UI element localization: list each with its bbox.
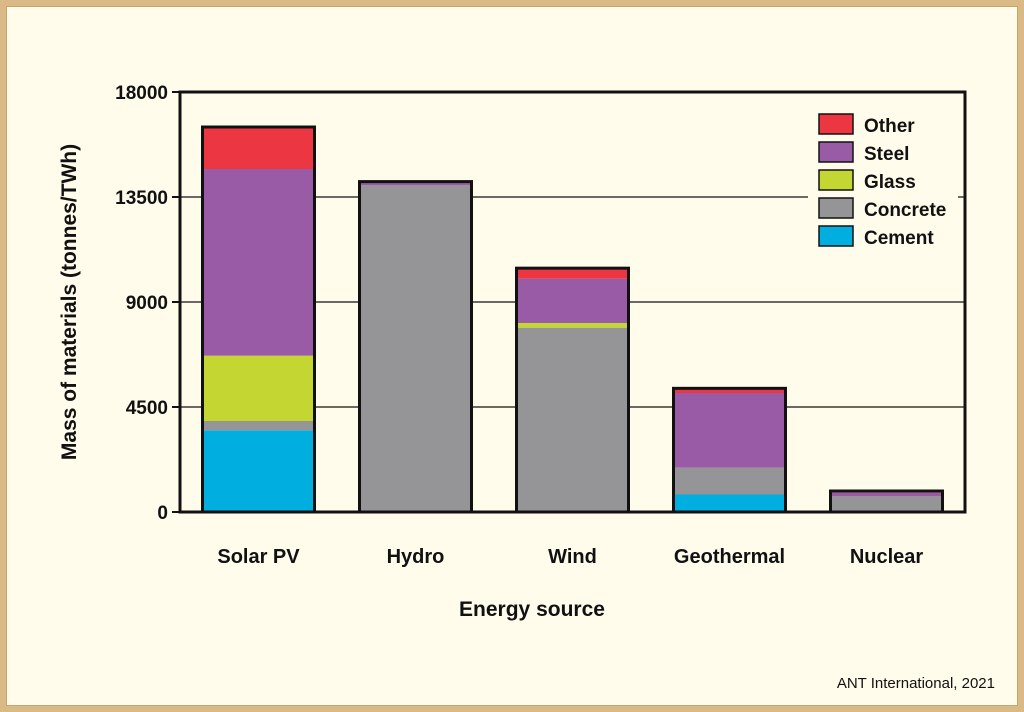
bar-segment-wind-other (516, 268, 629, 279)
y-axis-ticks: 0 4500 9000 13500 18000 (115, 83, 180, 524)
legend-swatch-steel (818, 141, 854, 163)
legend-swatch-concrete (818, 197, 854, 219)
y-axis-title: Mass of materials (tonnes/TWh) (58, 144, 81, 460)
bar-wind (515, 266, 630, 514)
bar-segment-wind-glass (516, 323, 629, 328)
bar-segment-solar-pv-cement (202, 430, 315, 512)
bar-segment-hydro-concrete (359, 185, 472, 513)
x-category-label: Hydro (387, 546, 445, 568)
legend-swatch-glass (818, 169, 854, 191)
bar-solar-pv (201, 125, 316, 514)
y-tick-label: 0 (157, 503, 168, 524)
y-tick-label: 13500 (115, 188, 168, 209)
source-credit: ANT International, 2021 (837, 675, 995, 692)
bar-segment-solar-pv-other (202, 127, 315, 169)
x-axis-title: Energy source (459, 598, 605, 621)
y-tick-label: 18000 (115, 83, 168, 104)
x-axis-categories: Solar PV Hydro Wind Geothermal Nuclear (217, 546, 923, 568)
legend-label-glass: Glass (864, 172, 916, 193)
bar-nuclear (829, 489, 944, 514)
bars (201, 125, 944, 514)
legend-swatch-cement (818, 225, 854, 247)
x-category-label: Wind (548, 546, 597, 568)
bar-segment-geothermal-other (673, 388, 786, 393)
y-tick-label: 4500 (126, 398, 168, 419)
bar-geothermal (672, 386, 787, 514)
bar-segment-nuclear-concrete (830, 496, 943, 512)
bar-segment-geothermal-steel (673, 393, 786, 468)
legend-label-steel: Steel (864, 144, 909, 165)
bar-segment-nuclear-steel (830, 492, 943, 497)
y-tick-label: 9000 (126, 293, 168, 314)
legend: Other Steel Glass Concrete Cement (808, 108, 958, 258)
legend-label-cement: Cement (864, 228, 934, 249)
legend-label-concrete: Concrete (864, 200, 946, 221)
x-category-label: Geothermal (674, 546, 785, 568)
bar-segment-geothermal-cement (673, 494, 786, 512)
bar-segment-geothermal-concrete (673, 467, 786, 495)
bar-segment-solar-pv-steel (202, 169, 315, 356)
legend-swatch-other (818, 113, 854, 135)
bar-segment-hydro-steel (359, 181, 472, 186)
legend-label-other: Other (864, 116, 915, 137)
x-category-label: Solar PV (217, 546, 300, 568)
bar-segment-solar-pv-concrete (202, 421, 315, 431)
x-category-label: Nuclear (850, 546, 924, 568)
bar-segment-wind-steel (516, 278, 629, 323)
bar-segment-wind-concrete (516, 327, 629, 512)
bar-segment-solar-pv-glass (202, 355, 315, 421)
bar-hydro (358, 180, 473, 514)
